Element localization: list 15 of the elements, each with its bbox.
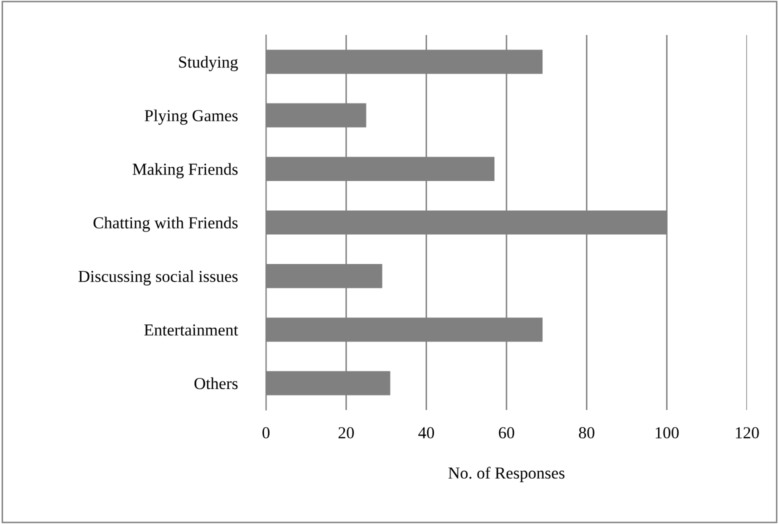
y-tick-label: Studying — [179, 56, 238, 72]
x-tick-label: 20 — [338, 427, 354, 438]
x-tick-label: 100 — [656, 427, 679, 438]
x-tick-label: 60 — [498, 427, 514, 438]
y-tick-label: Chatting with Friends — [94, 216, 238, 232]
x-tick-label: 40 — [418, 427, 434, 438]
y-tick-label: Entertainment — [144, 324, 238, 336]
x-tick-label: 120 — [736, 427, 759, 438]
x-axis-title: No. of Responses — [448, 466, 564, 482]
x-tick-label: 0 — [262, 427, 270, 438]
y-tick-label: Making Friends — [132, 163, 238, 178]
y-tick-label: Discussing social issues — [78, 270, 238, 286]
y-tick-label: Plying Games — [144, 110, 238, 125]
y-tick-label: Others — [194, 377, 238, 390]
x-tick-label: 80 — [578, 427, 594, 438]
